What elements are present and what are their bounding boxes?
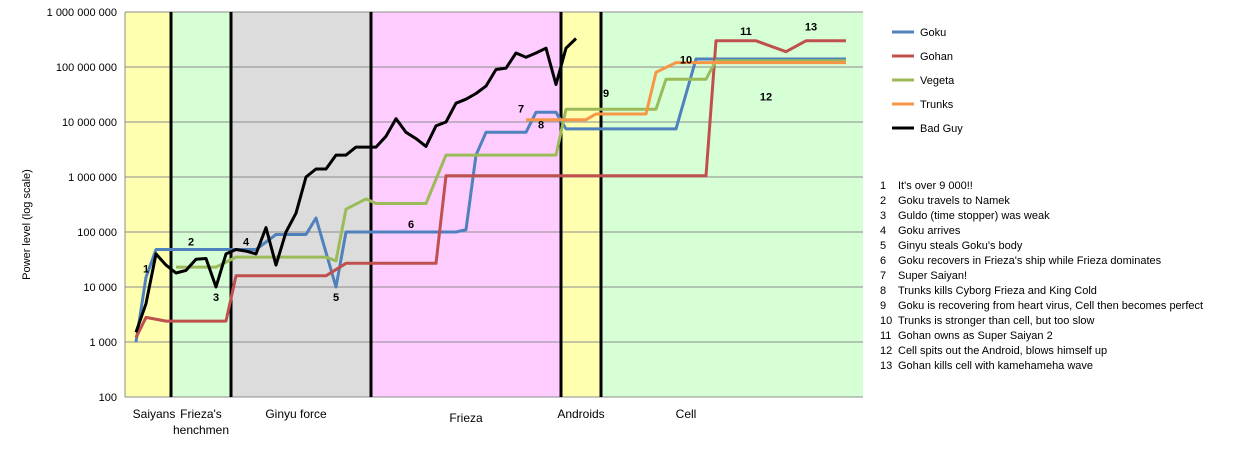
event-marker-3: 3 (213, 292, 219, 304)
note-text-8: Trunks kills Cyborg Frieza and King Cold (898, 285, 1097, 297)
event-marker-9: 9 (603, 88, 609, 100)
event-marker-6: 6 (408, 219, 414, 231)
note-number-13: 13 (880, 360, 892, 372)
legend-label-0: Goku (920, 27, 946, 39)
note-text-13: Gohan kills cell with kamehameha wave (898, 360, 1093, 372)
note-number-11: 11 (880, 330, 891, 342)
saga-label-line: henchmen (173, 423, 229, 437)
event-marker-1: 1 (143, 263, 149, 275)
event-marker-4: 4 (243, 237, 250, 249)
legend-label-1: Gohan (920, 51, 953, 63)
note-number-6: 6 (880, 255, 886, 267)
event-marker-10: 10 (680, 55, 692, 67)
saga-label-2: Ginyu force (265, 407, 327, 421)
note-number-8: 8 (880, 285, 886, 297)
note-number-5: 5 (880, 240, 886, 252)
saga-band-2 (231, 12, 371, 397)
legend-label-2: Vegeta (920, 75, 955, 87)
saga-band-4 (561, 12, 601, 397)
y-tick-label-4: 1 000 000 (68, 172, 117, 184)
note-text-4: Goku arrives (898, 225, 961, 237)
note-text-9: Goku is recovering from heart virus, Cel… (898, 300, 1203, 312)
saga-label-3: Frieza (449, 411, 483, 425)
series-line-goku (134, 57, 846, 343)
note-number-3: 3 (880, 210, 886, 222)
note-text-10: Trunks is stronger than cell, but too sl… (898, 315, 1095, 327)
note-text-1: It's over 9 000!! (898, 180, 973, 192)
note-text-2: Goku travels to Namek (898, 195, 1010, 207)
event-marker-8: 8 (538, 119, 544, 131)
event-marker-2: 2 (188, 237, 194, 249)
legend-label-4: Bad Guy (920, 123, 963, 135)
saga-label-5: Cell (676, 407, 697, 421)
saga-band-1 (171, 12, 231, 397)
event-marker-12: 12 (760, 92, 772, 104)
note-number-2: 2 (880, 195, 886, 207)
event-marker-11: 11 (740, 26, 752, 38)
saga-band-5 (601, 12, 863, 397)
event-marker-7: 7 (518, 104, 524, 116)
note-number-12: 12 (880, 345, 892, 357)
saga-label-line: Frieza (449, 411, 483, 425)
note-number-4: 4 (880, 225, 886, 237)
saga-label-line: Frieza's (180, 407, 222, 421)
note-text-6: Goku recovers in Frieza's ship while Fri… (898, 255, 1162, 267)
note-text-5: Ginyu steals Goku's body (898, 240, 1023, 252)
y-tick-label-2: 10 000 (83, 282, 117, 294)
y-tick-label-7: 1 000 000 000 (47, 7, 117, 19)
saga-label-line: Ginyu force (265, 407, 327, 421)
saga-label-line: Saiyans (133, 407, 176, 421)
event-marker-13: 13 (805, 21, 817, 33)
y-tick-label-6: 100 000 000 (56, 62, 117, 74)
event-marker-5: 5 (333, 292, 339, 304)
note-number-1: 1 (880, 180, 886, 192)
saga-label-0: Saiyans (133, 407, 176, 421)
note-number-9: 9 (880, 300, 886, 312)
series-line-trunks (526, 61, 846, 122)
y-tick-label-1: 1 000 (89, 337, 117, 349)
legend-label-3: Trunks (920, 99, 954, 111)
y-tick-label-0: 100 (99, 392, 117, 404)
saga-label-4: Androids (557, 407, 604, 421)
y-tick-label-3: 100 000 (77, 227, 117, 239)
note-text-3: Guldo (time stopper) was weak (898, 210, 1050, 222)
note-text-11: Gohan owns as Super Saiyan 2 (898, 330, 1053, 342)
saga-band-0 (125, 12, 171, 397)
note-text-7: Super Saiyan! (898, 270, 967, 282)
saga-label-1: Frieza's henchmen (173, 407, 229, 437)
saga-label-line: Androids (557, 407, 604, 421)
saga-label-line: Cell (676, 407, 697, 421)
note-number-10: 10 (880, 315, 892, 327)
note-text-12: Cell spits out the Android, blows himsel… (898, 345, 1107, 357)
note-number-7: 7 (880, 270, 886, 282)
y-tick-label-5: 10 000 000 (62, 117, 117, 129)
series-line-gohan (134, 39, 846, 339)
series-line-vegeta (176, 59, 846, 269)
series-line-bad-guy (134, 37, 578, 333)
y-axis-title: Power level (log scale) (21, 169, 33, 280)
